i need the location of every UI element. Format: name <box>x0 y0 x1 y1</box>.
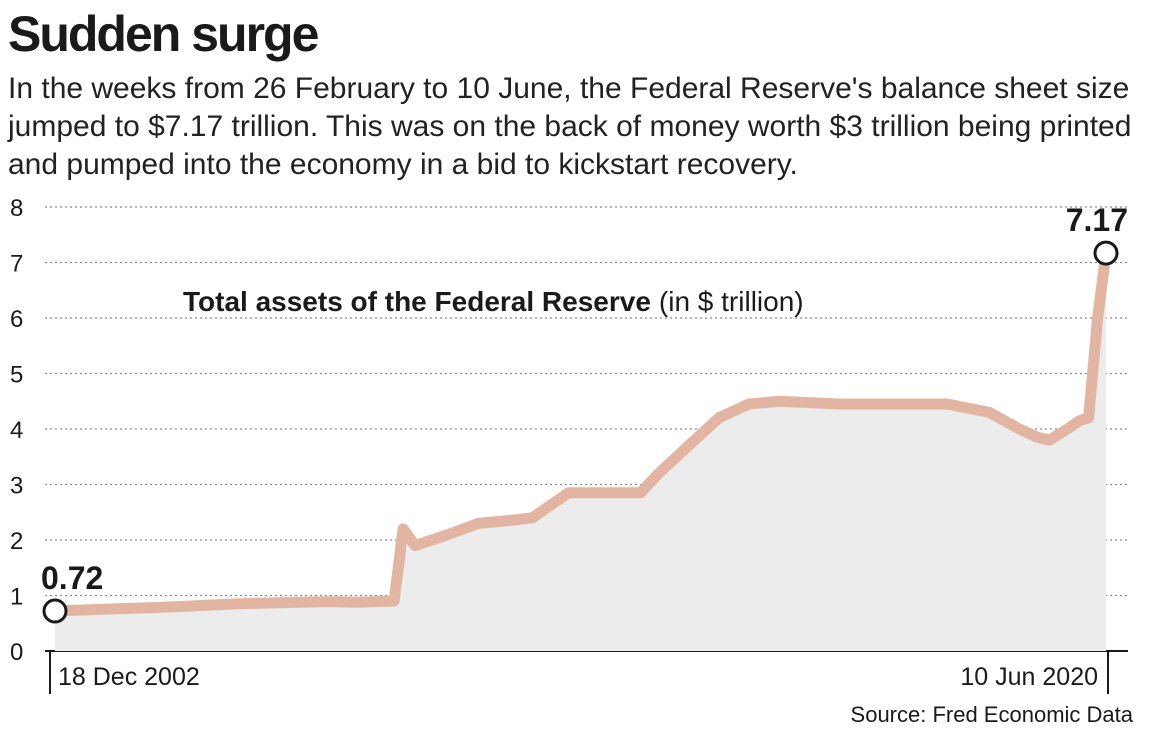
chart-title: Total assets of the Federal Reserve <box>183 286 651 317</box>
x-start-label: 18 Dec 2002 <box>58 663 200 691</box>
asset-series-line <box>49 247 1112 617</box>
headline: Sudden surge <box>8 6 319 62</box>
y-axis-ticks: 0 1 2 3 4 5 6 7 8 <box>10 195 23 666</box>
y-tick-label-1: 1 <box>10 584 23 611</box>
x-end-label: 10 Jun 2020 <box>960 663 1098 691</box>
source-note: Source: Fred Economic Data <box>851 702 1134 727</box>
y-tick-label-3: 3 <box>10 473 23 500</box>
y-tick-label-4: 4 <box>10 417 23 444</box>
start-value-label: 0.72 <box>41 560 103 596</box>
chart-unit: (in $ trillion) <box>659 286 804 317</box>
y-tick-label-7: 7 <box>10 251 23 278</box>
start-point-marker <box>42 598 68 624</box>
end-value-label: 7.17 <box>1066 202 1128 238</box>
end-point-marker <box>1093 240 1119 266</box>
y-tick-label-0: 0 <box>10 639 23 666</box>
y-tick-label-6: 6 <box>10 306 23 333</box>
asset-area-fill <box>55 253 1106 651</box>
intro-text: In the weeks from 26 February to 10 June… <box>8 72 1132 181</box>
chart-label: Total assets of the Federal Reserve (in $… <box>183 286 804 317</box>
y-tick-label-5: 5 <box>10 362 23 389</box>
y-tick-label-8: 8 <box>10 195 23 222</box>
y-tick-label-2: 2 <box>10 528 23 555</box>
